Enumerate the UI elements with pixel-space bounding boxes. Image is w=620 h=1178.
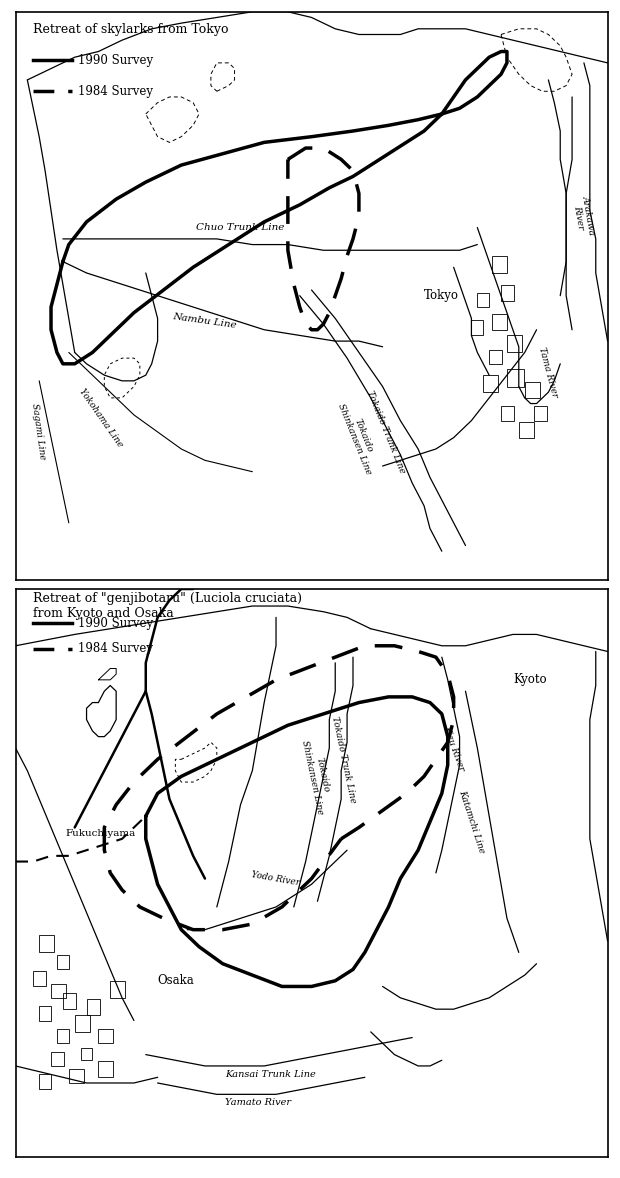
Text: Yokohama Line: Yokohama Line <box>78 386 125 449</box>
Text: Katamchi Line: Katamchi Line <box>457 789 486 854</box>
Text: Yodo River: Yodo River <box>251 869 301 887</box>
Bar <box>501 285 514 302</box>
Text: Arakawa
River: Arakawa River <box>571 194 597 238</box>
Bar <box>33 971 46 986</box>
Bar <box>57 955 69 969</box>
Bar <box>69 1068 84 1083</box>
Bar <box>507 336 522 352</box>
Bar <box>492 256 507 273</box>
Bar <box>489 350 502 364</box>
Text: Chuo Trunk Line: Chuo Trunk Line <box>197 223 285 232</box>
Bar <box>39 935 54 952</box>
Text: 1984 Survey: 1984 Survey <box>78 642 153 655</box>
Text: Tokaido Trunk Line: Tokaido Trunk Line <box>365 389 406 475</box>
Bar <box>87 999 100 1014</box>
Bar <box>507 370 523 386</box>
Bar <box>477 293 489 307</box>
Bar <box>519 422 534 437</box>
Bar <box>39 1006 51 1020</box>
Text: Kansai Trunk Line: Kansai Trunk Line <box>224 1070 316 1079</box>
Bar <box>57 1030 69 1044</box>
Bar <box>39 1074 51 1088</box>
Text: Yamato River: Yamato River <box>225 1098 291 1107</box>
Bar <box>501 406 514 421</box>
Text: Tokaido Trunk Line: Tokaido Trunk Line <box>330 715 358 803</box>
Bar <box>51 984 66 998</box>
Text: 1984 Survey: 1984 Survey <box>78 85 153 98</box>
Bar <box>51 1052 64 1066</box>
Bar <box>492 313 507 330</box>
Text: 1990 Survey: 1990 Survey <box>78 616 153 629</box>
Bar <box>471 319 483 336</box>
Text: Fukuchiyama: Fukuchiyama <box>66 828 136 838</box>
Bar <box>75 1014 89 1032</box>
Text: Osaka: Osaka <box>157 974 193 987</box>
Text: Kizu River: Kizu River <box>441 724 466 772</box>
Text: Retreat of "genjibotaru" (Luciola cruciata)
from Kyoto and Osaka: Retreat of "genjibotaru" (Luciola crucia… <box>33 591 303 620</box>
Text: Kyoto: Kyoto <box>514 674 547 687</box>
Bar <box>525 382 539 398</box>
Text: Tokyo: Tokyo <box>424 289 459 303</box>
Bar <box>63 993 76 1010</box>
Text: Retreat of skylarks from Tokyo: Retreat of skylarks from Tokyo <box>33 24 229 37</box>
Bar <box>99 1030 113 1044</box>
Text: 1990 Survey: 1990 Survey <box>78 53 153 66</box>
Bar <box>81 1047 92 1060</box>
Bar <box>534 406 547 421</box>
Text: Tokaido
Shinkansen Line: Tokaido Shinkansen Line <box>336 399 382 476</box>
Bar <box>483 375 498 392</box>
Bar <box>99 1061 113 1078</box>
Text: Tama River: Tama River <box>538 346 559 398</box>
Bar <box>110 981 125 998</box>
Text: Tokaido
Shinkansen Line: Tokaido Shinkansen Line <box>300 737 335 815</box>
Text: Nambu Line: Nambu Line <box>172 312 237 330</box>
Text: Sagami Line: Sagami Line <box>30 403 46 461</box>
